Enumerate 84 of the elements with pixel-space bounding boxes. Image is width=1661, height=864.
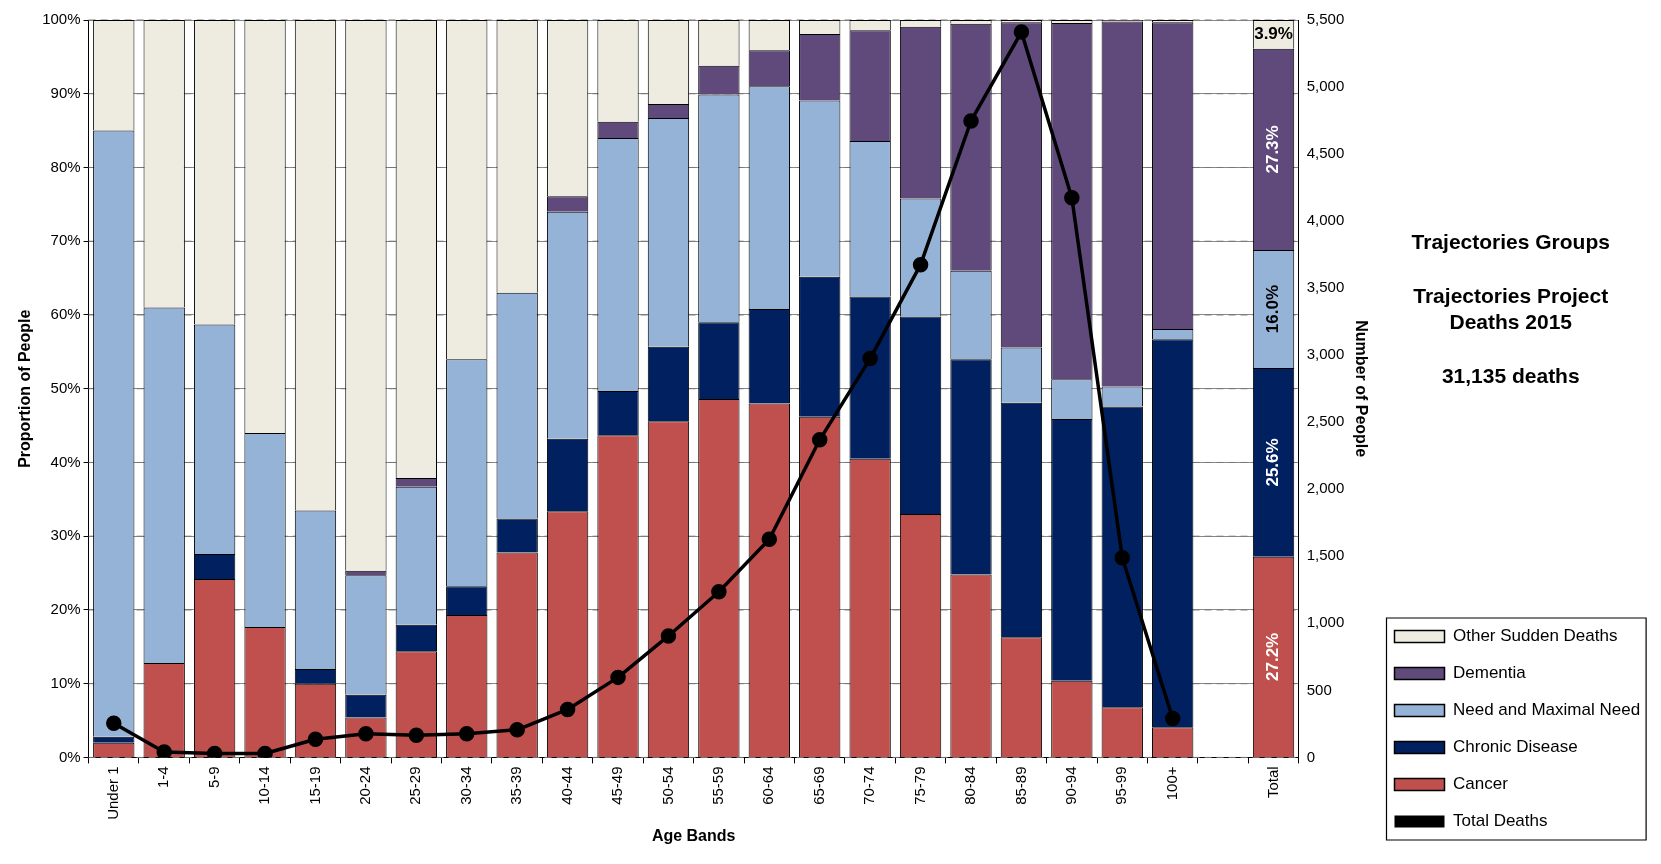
y-tick-label: 50% bbox=[50, 378, 81, 396]
y-tick-label: 20% bbox=[50, 600, 81, 618]
x-axis-title: Age Bands bbox=[651, 826, 736, 844]
x-tick-label: 70-74 bbox=[860, 766, 878, 805]
x-tick-label: 20-24 bbox=[356, 766, 374, 805]
x-tick-label: 90-94 bbox=[1061, 766, 1079, 805]
point bbox=[610, 669, 626, 686]
data-label: 16.0% bbox=[1263, 284, 1283, 334]
x-tick-label: 35-39 bbox=[507, 766, 525, 805]
y2-axis-title: Number of People bbox=[1353, 320, 1371, 458]
legend-label: Need and Maximal Need bbox=[1453, 700, 1641, 720]
y-tick-label: 0% bbox=[58, 747, 81, 765]
x-tick-label: 45-49 bbox=[608, 766, 626, 805]
point bbox=[912, 256, 929, 273]
x-tick-label: 50-54 bbox=[658, 766, 676, 805]
point bbox=[963, 113, 979, 129]
y-tick-label: 100% bbox=[42, 10, 81, 28]
y-axis-title: Proportion of People bbox=[16, 309, 34, 468]
y2-tick-label: 500 bbox=[1306, 680, 1332, 698]
point bbox=[509, 722, 525, 738]
legend-label: Total Deaths bbox=[1453, 811, 1548, 831]
y2-tick-label: 4,500 bbox=[1306, 144, 1345, 162]
y-tick-label: 90% bbox=[50, 83, 81, 101]
x-tick-label: 75-79 bbox=[910, 766, 928, 805]
point bbox=[660, 628, 677, 644]
x-tick-label: 30-34 bbox=[456, 766, 474, 805]
y-tick-label: 70% bbox=[50, 231, 81, 249]
point bbox=[559, 701, 576, 718]
text: Trajectories Groups bbox=[1411, 229, 1610, 253]
point bbox=[156, 744, 172, 758]
point bbox=[862, 350, 878, 367]
x-tick-label: 80-84 bbox=[961, 766, 979, 805]
point bbox=[1164, 710, 1181, 727]
x-tick-label: 15-19 bbox=[305, 766, 323, 805]
point bbox=[307, 731, 324, 747]
y2-tick-label: 0 bbox=[1306, 747, 1316, 765]
point bbox=[206, 745, 223, 758]
x-tick-label: Under 1 bbox=[103, 766, 121, 820]
x-tick-label: 60-64 bbox=[759, 766, 777, 805]
x-tick-label: 40-44 bbox=[557, 766, 575, 805]
point bbox=[811, 432, 828, 448]
text: 31,135 deaths bbox=[1441, 363, 1580, 387]
point bbox=[106, 715, 122, 731]
point bbox=[1013, 24, 1030, 40]
y-tick-label: 80% bbox=[50, 157, 81, 175]
y-tick-label: 60% bbox=[50, 305, 81, 323]
y2-tick-label: 3,000 bbox=[1306, 345, 1345, 363]
x-tick-label: 10-14 bbox=[255, 766, 273, 805]
x-tick-label: 5-9 bbox=[204, 766, 222, 789]
y2-tick-label: 4,000 bbox=[1306, 211, 1345, 229]
y2-tick-label: 1,500 bbox=[1306, 546, 1345, 564]
y-tick-label: 30% bbox=[50, 526, 81, 544]
x-tick-label: 25-29 bbox=[406, 766, 424, 805]
y-tick-label: 40% bbox=[50, 452, 81, 470]
y2-tick-label: 2,000 bbox=[1306, 479, 1345, 497]
x-tick-label: 55-59 bbox=[709, 766, 727, 805]
y2-tick-label: 5,500 bbox=[1306, 10, 1345, 28]
point bbox=[1114, 549, 1131, 566]
point bbox=[1064, 190, 1080, 206]
point bbox=[459, 725, 475, 742]
data-label: 27.3% bbox=[1263, 125, 1283, 174]
x-tick-label: 65-69 bbox=[809, 766, 827, 805]
point bbox=[711, 583, 727, 600]
legend-label: Dementia bbox=[1453, 663, 1527, 683]
x-tick-label: 100+ bbox=[1162, 766, 1180, 801]
text: Trajectories Project Deaths 2015 bbox=[1413, 283, 1609, 333]
legend-label: Cancer bbox=[1453, 774, 1509, 794]
y2-tick-label: 1,000 bbox=[1306, 613, 1345, 631]
legend-label: Other Sudden Deaths bbox=[1453, 626, 1618, 646]
x-tick-label: Total bbox=[1263, 766, 1281, 799]
x-tick-label: 1-4 bbox=[154, 766, 172, 789]
data-label: 3.9% bbox=[1254, 24, 1293, 44]
data-label: 27.2% bbox=[1263, 632, 1283, 681]
legend-label: Chronic Disease bbox=[1453, 737, 1578, 757]
y2-tick-label: 2,500 bbox=[1306, 412, 1345, 430]
y2-tick-label: 3,500 bbox=[1306, 278, 1345, 296]
x-tick-label: 85-89 bbox=[1011, 766, 1029, 805]
x-tick-label: 95-99 bbox=[1112, 766, 1130, 805]
y2-tick-label: 5,000 bbox=[1306, 77, 1345, 95]
point bbox=[257, 745, 273, 758]
point bbox=[761, 531, 778, 548]
point bbox=[408, 727, 425, 744]
y-tick-label: 10% bbox=[50, 673, 81, 691]
data-label: 25.6% bbox=[1263, 438, 1283, 487]
